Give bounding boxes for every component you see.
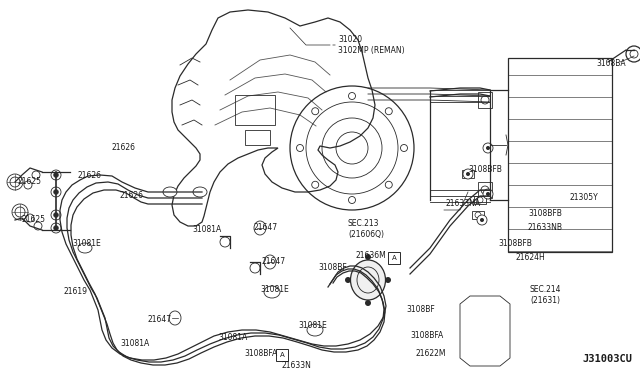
Text: 21305Y: 21305Y xyxy=(570,192,599,202)
Text: 31081E: 31081E xyxy=(298,321,327,330)
Text: A: A xyxy=(280,352,284,358)
Bar xyxy=(235,95,275,125)
Bar xyxy=(276,349,288,361)
Circle shape xyxy=(349,93,355,99)
Text: 21633NA: 21633NA xyxy=(446,199,481,208)
Text: 31081E: 31081E xyxy=(72,240,100,248)
Text: 21626: 21626 xyxy=(120,192,144,201)
Text: A: A xyxy=(392,255,396,261)
Text: 3108BFB: 3108BFB xyxy=(468,166,502,174)
Text: 31081A: 31081A xyxy=(218,334,247,343)
Ellipse shape xyxy=(78,243,92,253)
Circle shape xyxy=(483,189,493,199)
Text: 3108BFA: 3108BFA xyxy=(410,331,444,340)
Circle shape xyxy=(483,143,493,153)
Circle shape xyxy=(480,218,484,222)
Circle shape xyxy=(477,215,487,225)
Text: 21626: 21626 xyxy=(112,144,136,153)
Circle shape xyxy=(296,144,303,151)
Ellipse shape xyxy=(351,260,385,300)
Bar xyxy=(478,182,492,198)
Text: SEC.214: SEC.214 xyxy=(530,285,561,295)
Circle shape xyxy=(349,196,355,203)
Circle shape xyxy=(312,108,319,115)
Ellipse shape xyxy=(193,187,207,197)
Circle shape xyxy=(54,225,58,231)
Text: 31081A: 31081A xyxy=(120,340,149,349)
Text: (21606Q): (21606Q) xyxy=(348,230,384,238)
Text: 21626: 21626 xyxy=(78,170,102,180)
Bar xyxy=(388,252,400,264)
Text: 21624H: 21624H xyxy=(516,253,546,263)
Text: 21625: 21625 xyxy=(18,177,42,186)
Circle shape xyxy=(385,277,391,283)
Circle shape xyxy=(365,300,371,306)
Ellipse shape xyxy=(254,221,266,235)
Text: 21636M: 21636M xyxy=(356,251,387,260)
Circle shape xyxy=(463,169,473,179)
Text: 21633N: 21633N xyxy=(282,362,312,371)
Text: 3108BFB: 3108BFB xyxy=(498,240,532,248)
Bar xyxy=(474,196,486,204)
Text: 3108BFA: 3108BFA xyxy=(244,350,277,359)
Bar xyxy=(245,130,270,145)
Text: 3102MP (REMAN): 3102MP (REMAN) xyxy=(338,45,404,55)
Ellipse shape xyxy=(264,286,280,298)
Circle shape xyxy=(466,172,470,176)
Text: 21647: 21647 xyxy=(262,257,286,266)
Text: SEC.213: SEC.213 xyxy=(348,219,380,228)
Text: 21633NB: 21633NB xyxy=(527,222,562,231)
Ellipse shape xyxy=(163,187,177,197)
Text: J31003CU: J31003CU xyxy=(582,354,632,364)
Text: (21631): (21631) xyxy=(530,295,560,305)
Circle shape xyxy=(54,212,58,218)
Text: 3108BA: 3108BA xyxy=(596,60,626,68)
Circle shape xyxy=(486,192,490,196)
Bar xyxy=(462,170,474,178)
Text: 21619: 21619 xyxy=(64,288,88,296)
Text: 3108BF: 3108BF xyxy=(318,263,347,273)
Text: 31081E: 31081E xyxy=(260,285,289,295)
Circle shape xyxy=(401,144,408,151)
Circle shape xyxy=(385,181,392,188)
Text: 21647: 21647 xyxy=(148,315,172,324)
Text: 21622M: 21622M xyxy=(416,350,447,359)
Circle shape xyxy=(312,181,319,188)
Text: 21625: 21625 xyxy=(22,215,46,224)
Bar xyxy=(472,211,484,219)
Ellipse shape xyxy=(169,311,181,325)
Circle shape xyxy=(345,277,351,283)
Ellipse shape xyxy=(264,255,276,269)
Ellipse shape xyxy=(307,324,323,336)
Text: 31081A: 31081A xyxy=(192,225,221,234)
Circle shape xyxy=(54,173,58,177)
Text: 31020: 31020 xyxy=(338,35,362,45)
Text: 3108BFB: 3108BFB xyxy=(528,208,562,218)
Bar xyxy=(478,92,492,108)
Text: 21647: 21647 xyxy=(254,224,278,232)
Circle shape xyxy=(486,146,490,150)
Text: 3108BF: 3108BF xyxy=(406,305,435,314)
Circle shape xyxy=(54,189,58,195)
Circle shape xyxy=(365,254,371,260)
Circle shape xyxy=(385,108,392,115)
